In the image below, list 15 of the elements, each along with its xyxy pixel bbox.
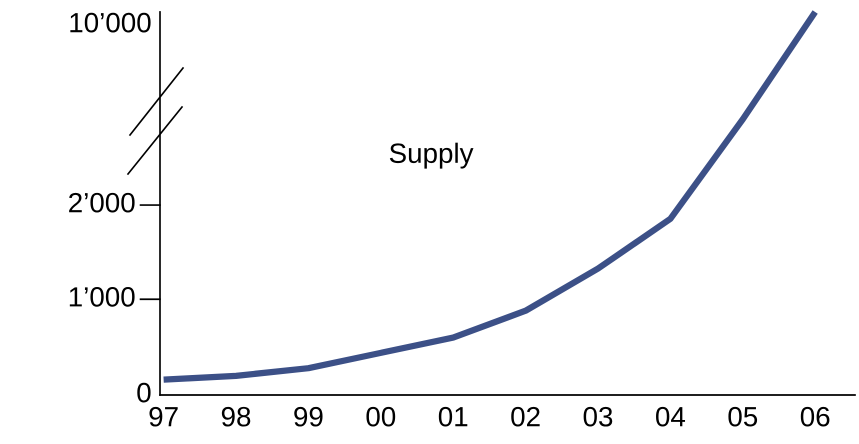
text: 2’000 xyxy=(69,192,135,212)
text: 0 xyxy=(137,382,151,402)
text: 10’000 xyxy=(70,12,151,32)
x-tick-label: 06 xyxy=(800,406,830,427)
x-tick-label: 03 xyxy=(584,406,612,427)
x-tick-label: 04 xyxy=(656,406,686,427)
text: Supply xyxy=(390,142,474,169)
x-tick-label: 97 xyxy=(149,406,178,427)
text: 1’000 xyxy=(70,287,135,307)
x-tick-label: 00 xyxy=(366,406,396,427)
x-tick-label: 02 xyxy=(511,406,540,427)
x-tick-label: 98 xyxy=(222,406,250,427)
x-tick-label: 05 xyxy=(728,406,758,427)
x-tick-label: 01 xyxy=(438,406,468,427)
x-tick-label: 99 xyxy=(294,406,323,427)
